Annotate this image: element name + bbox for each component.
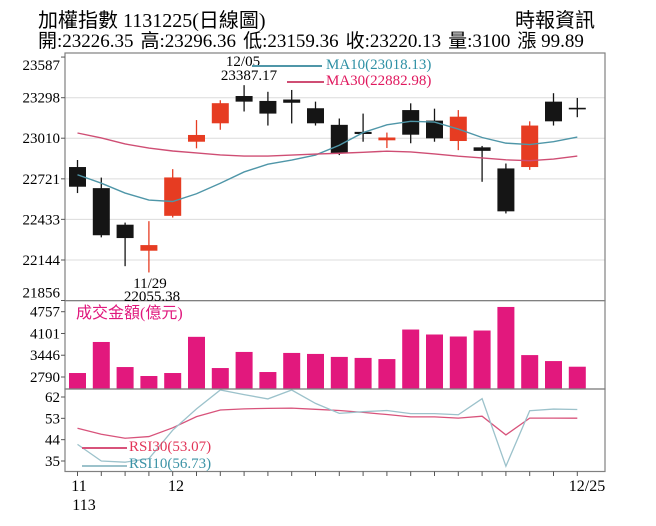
candlestick	[497, 163, 515, 214]
quote-change: 漲 99.89	[517, 31, 584, 52]
candlestick	[568, 97, 586, 118]
candlestick	[354, 113, 372, 142]
x-axis-label-year-113: 113	[72, 497, 96, 514]
rsi30-legend-label: RSI30(53.07)	[129, 439, 212, 455]
rsi30-line	[77, 407, 578, 439]
volume-bar	[330, 356, 348, 389]
y-axis-label: 53	[45, 411, 60, 427]
ma10-line	[77, 120, 578, 203]
volume-bar	[449, 336, 467, 389]
volume-bar	[426, 334, 443, 389]
rsi30-legend-line	[82, 447, 127, 449]
page-title: 加權指數 1131225(日線圖)	[38, 10, 266, 32]
x-axis-label-month-12: 12	[168, 478, 184, 495]
rsi10-line	[77, 389, 578, 468]
candlestick	[283, 89, 301, 124]
y-axis-label: 2790	[30, 370, 60, 386]
rsi10-legend-label: RSI10(56.73)	[129, 456, 212, 472]
source-label: 時報資訊	[515, 10, 595, 32]
y-axis-label: 22144	[23, 253, 61, 269]
candlestick	[473, 145, 491, 182]
candlestick	[69, 160, 86, 194]
volume-bar	[497, 306, 515, 389]
volume-panel-title: 成交金額(億元)	[76, 305, 183, 322]
y-axis-label: 22721	[23, 172, 61, 188]
y-axis-label: 21856	[23, 286, 61, 302]
volume-bar	[473, 330, 491, 389]
volume-bar	[259, 372, 277, 389]
candlestick	[116, 222, 134, 267]
quote-open: 開:23226.35	[38, 31, 134, 52]
trough-value-label: 22055.38	[123, 289, 181, 305]
peak-value-label: 23387.17	[220, 68, 278, 84]
y-axis-label: 35	[45, 454, 60, 470]
volume-bar	[235, 351, 253, 389]
y-axis-label: 23298	[23, 91, 61, 107]
volume-bar	[164, 373, 182, 389]
quote-close: 收:23220.13	[345, 31, 442, 52]
candlestick	[211, 100, 229, 130]
candlestick	[402, 103, 420, 144]
volume-bar	[188, 336, 205, 389]
candlestick	[164, 169, 182, 218]
candlestick	[140, 221, 158, 273]
quote-line: 開:23226.35 高:23296.36 低:23159.36 收:23220.13…	[38, 26, 591, 53]
candlestick	[188, 120, 205, 149]
candlestick	[378, 132, 396, 149]
volume-bar	[69, 373, 86, 389]
candlestick	[545, 93, 562, 126]
trough-date-label: 11/29	[133, 276, 167, 292]
quote-high: 高:23296.36	[140, 31, 237, 52]
candlestick	[330, 118, 348, 156]
volume-bar	[354, 357, 372, 389]
y-axis-label: 4101	[30, 326, 60, 342]
volume-bar	[116, 367, 134, 389]
y-axis-label: 62	[45, 390, 60, 406]
candlestick	[521, 121, 539, 170]
y-axis-label: 44	[45, 433, 61, 449]
x-axis-label-date-1225: 12/25	[568, 478, 606, 495]
ma30-line	[77, 132, 578, 162]
y-axis-label: 4757	[30, 305, 61, 321]
y-axis-label: 23010	[23, 131, 61, 147]
price-panel-border	[64, 52, 606, 302]
y-axis-label: 23587	[23, 58, 61, 74]
quote-low: 低:23159.36	[243, 31, 339, 52]
volume-bar	[568, 366, 586, 389]
y-axis-label: 22433	[23, 212, 61, 228]
volume-bar	[521, 355, 539, 389]
peak-date-label: 12/05	[225, 54, 261, 70]
ma10-legend-label: MA10(23018.13)	[326, 57, 432, 73]
candlestick	[307, 101, 324, 126]
volume-bar	[402, 329, 420, 389]
candlestick	[259, 91, 277, 126]
volume-bar	[378, 359, 396, 389]
ma10-legend-line	[252, 65, 322, 67]
candlestick	[235, 85, 253, 112]
candlestick	[426, 108, 443, 142]
volume-bar	[307, 353, 324, 389]
volume-bar	[92, 341, 110, 389]
candlestick	[92, 177, 110, 238]
quote-volume: 量:3100	[448, 31, 511, 52]
volume-bar	[211, 368, 229, 389]
rsi-panel-border	[64, 388, 606, 473]
volume-bar	[545, 361, 562, 389]
candlestick	[449, 110, 467, 151]
x-axis-label-month-11: 11	[71, 478, 87, 495]
rsi10-legend-line	[82, 465, 127, 467]
volume-bar	[283, 352, 301, 389]
volume-bar	[140, 376, 158, 389]
ma30-legend-line	[287, 81, 324, 83]
ma30-legend-label: MA30(22882.98)	[326, 73, 432, 89]
y-axis-label: 3446	[30, 348, 61, 364]
